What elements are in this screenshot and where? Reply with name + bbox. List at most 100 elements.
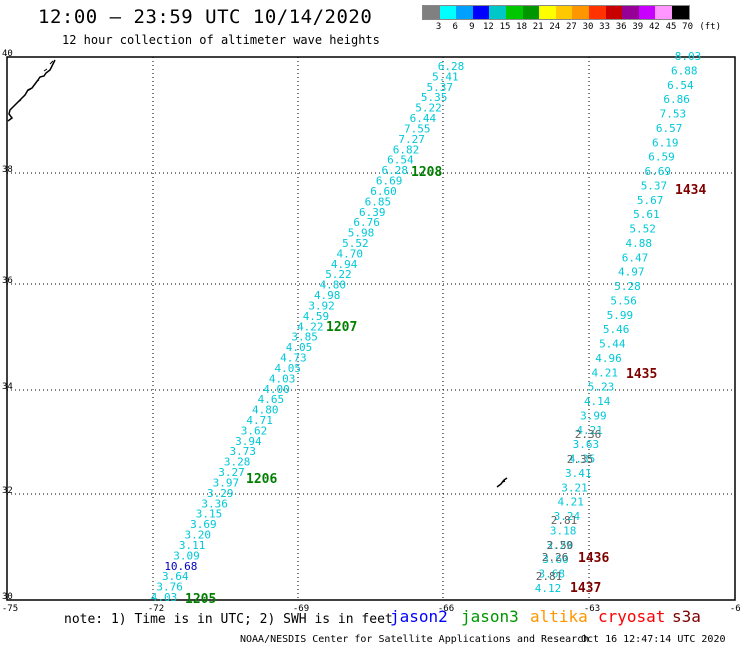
wave-height-value: 6.69 [376, 175, 403, 188]
legend-swatch [605, 6, 623, 19]
wave-height-value: 4.00 [263, 383, 290, 396]
wave-height-value: 3.97 [213, 476, 240, 489]
wave-height-value: 5.67 [637, 194, 664, 207]
wave-height-value: 6.82 [393, 143, 420, 156]
wave-height-value: 3.41 [565, 467, 592, 480]
altimeter-track-a: 4.033.763.6410.683.093.113.203.693.153.3… [151, 60, 465, 604]
legend-label: 24 [549, 22, 561, 32]
wave-height-value: 4.65 [258, 393, 285, 406]
wave-height-value: 3.36 [201, 497, 228, 510]
wave-height-value: 6.44 [410, 112, 437, 125]
legend-label: 36 [615, 22, 627, 32]
wave-height-value: 4.96 [595, 352, 622, 365]
wave-height-value: 5.61 [633, 208, 660, 221]
latitude-label: 38 [2, 165, 13, 175]
generated-timestamp: Oct 16 12:47:14 UTC 2020 [581, 634, 726, 645]
wave-height-value: 8.03 [675, 50, 702, 63]
wave-height-value: 4.88 [626, 237, 653, 250]
wave-height-value: 3.15 [196, 508, 223, 521]
wave-height-value: 6.47 [622, 251, 649, 264]
wave-height-value: 5.41 [432, 70, 459, 83]
wave-height-value: 3.64 [162, 570, 189, 583]
longitude-label: -60 [730, 604, 740, 614]
wave-height-value: 2.50 [547, 539, 574, 552]
legend-swatch [622, 6, 639, 19]
longitude-label: -66 [438, 604, 454, 614]
legend-label: 3 [435, 22, 442, 32]
wave-height-value: 6.54 [667, 79, 694, 92]
wave-height-value: 3.62 [241, 424, 268, 437]
wave-height-value: 3.20 [185, 529, 212, 542]
legend-swatch [539, 6, 556, 19]
wave-height-value: 3.28 [224, 456, 251, 469]
wave-height-value: 3.11 [179, 539, 206, 552]
legend-swatch [555, 6, 573, 19]
wave-height-value: 5.22 [415, 102, 442, 115]
wave-height-value: 3.99 [580, 409, 607, 422]
wave-height-value: 3.68 [539, 568, 566, 581]
legend-unit: (ft) [699, 22, 722, 32]
coastline-segment [7, 59, 56, 122]
wave-height-value: 2.81 [551, 514, 578, 527]
footnote: note: 1) Time is in UTC; 2) SWH is in fe… [64, 612, 393, 627]
wave-height-value: 4.21 [592, 366, 619, 379]
wave-height-value: 4.80 [252, 404, 279, 417]
credit-line: NOAA/NESDIS Center for Satellite Applica… [240, 634, 590, 645]
legend-swatches [422, 5, 690, 20]
wave-height-value: 4.05 [286, 341, 313, 354]
altimeter-track-c: 2.36 2.35 2.81 2.502.26 2.81 [536, 428, 602, 583]
wave-height-value: 4.03 [269, 372, 296, 385]
wave-height-value: 5.99 [607, 309, 634, 322]
wave-height-value: 5.23 [588, 381, 615, 394]
legend-swatch [472, 6, 490, 19]
legend-label: 6 [452, 22, 458, 32]
legend-swatch [505, 6, 523, 19]
wave-height-value: 6.28 [438, 60, 465, 73]
wave-height-value: 2.36 [575, 428, 602, 441]
wave-height-value: 4.98 [314, 289, 341, 302]
wave-height-value: 4.71 [246, 414, 273, 427]
wave-height-value: 2.81 [536, 570, 563, 583]
wave-height-value: 4.05 [275, 362, 302, 375]
legend-swatch [638, 6, 656, 19]
legend-label: 21 [532, 22, 544, 32]
legend-label: 15 [499, 22, 511, 32]
legend-label: 18 [516, 22, 528, 32]
legend-swatch [572, 6, 589, 19]
wave-height-value: 5.44 [599, 338, 626, 351]
latitude-label: 40 [2, 49, 13, 59]
wave-height-value: 4.97 [618, 266, 645, 279]
wave-height-value: 3.24 [554, 510, 581, 523]
wave-height-value: 3.27 [218, 466, 245, 479]
wave-height-value: 3.29 [207, 487, 234, 500]
pass-time-labels: 1205 1206 1207 1208 1434 1435 1436 1437 [185, 165, 706, 607]
wave-height-value: 3.29 [546, 539, 573, 552]
wave-height-value: 3.60 [542, 553, 569, 566]
wave-height-value: 7.55 [404, 122, 431, 135]
wave-height-value: 6.57 [656, 122, 683, 135]
coastline [7, 59, 508, 488]
wave-height-value: 5.98 [348, 227, 375, 240]
longitude-label: -72 [148, 604, 164, 614]
satellite-name: s3a [672, 607, 701, 626]
wave-height-value: 4.14 [584, 395, 611, 408]
legend-swatch [655, 6, 672, 19]
wave-height-value: 3.76 [156, 581, 183, 594]
wave-height-value: 3.69 [190, 518, 217, 531]
pass-time-label: 1206 [246, 472, 277, 487]
wave-height-value: 6.39 [359, 206, 386, 219]
lat-lon-grid [7, 57, 735, 600]
wave-height-value: 4.03 [151, 591, 178, 604]
longitude-label: -75 [2, 604, 18, 614]
legend-swatch [456, 6, 473, 19]
color-scale-legend: 3 6 9 12 15 18 21 24 27 30 33 36 39 42 45 70 (ft) [422, 5, 721, 34]
wave-height-value: 4.21 [576, 424, 603, 437]
satellite-name: jason2 [390, 607, 448, 626]
wave-height-value: 5.22 [325, 268, 352, 281]
wave-height-value: 7.27 [398, 133, 425, 146]
satellite-name: cryosat [598, 607, 666, 626]
satellite-name: altika [530, 607, 588, 626]
wave-height-value: 6.86 [663, 93, 690, 106]
legend-swatch [522, 6, 540, 19]
legend-swatch [588, 6, 606, 19]
